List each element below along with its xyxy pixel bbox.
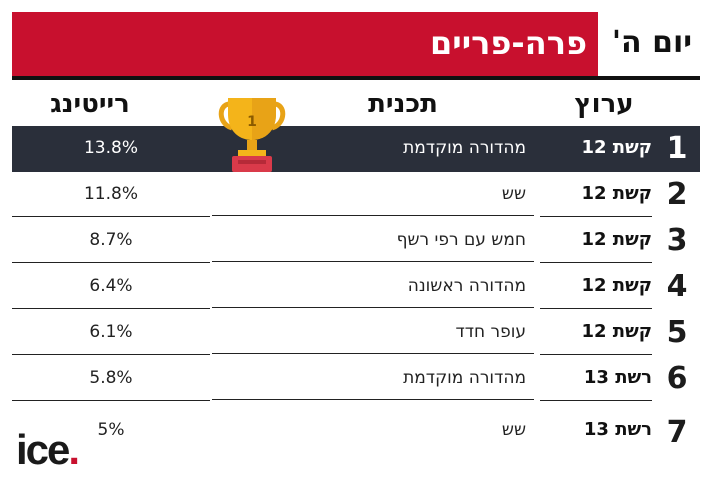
- program-cell: מהדורה מוקדמת: [212, 126, 534, 170]
- channel-cell: קשת 12: [540, 264, 652, 309]
- rating-cell: 13.8%: [83, 138, 138, 158]
- column-header-program: תכנית: [368, 89, 438, 119]
- rank-number: 6: [666, 361, 688, 396]
- rating-cell: 5.8%: [12, 356, 210, 401]
- channel-cell: קשת 12: [540, 172, 652, 217]
- rating-cell: 8.7%: [12, 218, 210, 263]
- channel-cell: רשת 13: [583, 419, 652, 440]
- program-cell: מהדורה ראשונה: [212, 264, 534, 308]
- logo-text: ice: [16, 426, 70, 473]
- table-row: 5.8% מהדורה מוקדמת רשת 13 6: [12, 356, 700, 402]
- rank-number: 3: [666, 223, 688, 258]
- rank-number: 4: [666, 269, 688, 304]
- header-red-bar: [12, 12, 598, 76]
- trophy-label: 1: [247, 114, 257, 130]
- program-cell: שש: [212, 410, 534, 454]
- program-cell: מהדורה מוקדמת: [212, 356, 534, 400]
- rank-number: 5: [666, 315, 688, 350]
- day-label: יום ה': [611, 25, 693, 60]
- program-name: חמש עם רפי רשף: [396, 230, 526, 250]
- program-name: מהדורה מוקדמת: [403, 138, 526, 158]
- table-row: 5% שש רשת 13 7: [12, 410, 700, 456]
- ice-logo: ice.: [16, 426, 80, 473]
- table-row: 6.1% עופר חדד קשת 12 5: [12, 310, 700, 356]
- channel-cell: קשת 12: [581, 137, 652, 158]
- channel-cell: קשת 12: [540, 218, 652, 263]
- program-name: מהדורה ראשונה: [407, 276, 526, 296]
- rank-number: 7: [666, 415, 688, 450]
- trophy-icon: 1: [218, 98, 286, 172]
- program-cell: עופר חדד: [212, 310, 534, 354]
- program-cell: שש: [212, 172, 534, 216]
- channel-cell: קשת 12: [540, 310, 652, 355]
- header-divider: [12, 76, 700, 80]
- column-header-channel: ערוץ: [574, 89, 634, 119]
- rating-cell: 6.4%: [12, 264, 210, 309]
- rating-cell: 5%: [97, 420, 125, 440]
- page-title: פרה-פריים: [429, 24, 587, 62]
- program-name: מהדורה מוקדמת: [403, 368, 526, 388]
- table-row: 11.8% שש קשת 12 2: [12, 172, 700, 218]
- program-cell: חמש עם רפי רשף: [212, 218, 534, 262]
- table-row: 6.4% מהדורה ראשונה קשת 12 4: [12, 264, 700, 310]
- table-row: 13.8% מהדורה מוקדמת קשת 12 1: [12, 126, 700, 172]
- program-name: עופר חדד: [455, 322, 526, 342]
- program-name: שש: [501, 420, 526, 440]
- program-name: שש: [501, 184, 526, 204]
- table-row: 8.7% חמש עם רפי רשף קשת 12 3: [12, 218, 700, 264]
- rank-number: 2: [666, 177, 688, 212]
- rating-cell: 11.8%: [12, 172, 210, 217]
- rank-number: 1: [666, 131, 688, 166]
- channel-cell: רשת 13: [540, 356, 652, 401]
- column-header-rating: רייטינג: [50, 89, 130, 119]
- logo-dot: .: [68, 426, 80, 473]
- rating-cell: 6.1%: [12, 310, 210, 355]
